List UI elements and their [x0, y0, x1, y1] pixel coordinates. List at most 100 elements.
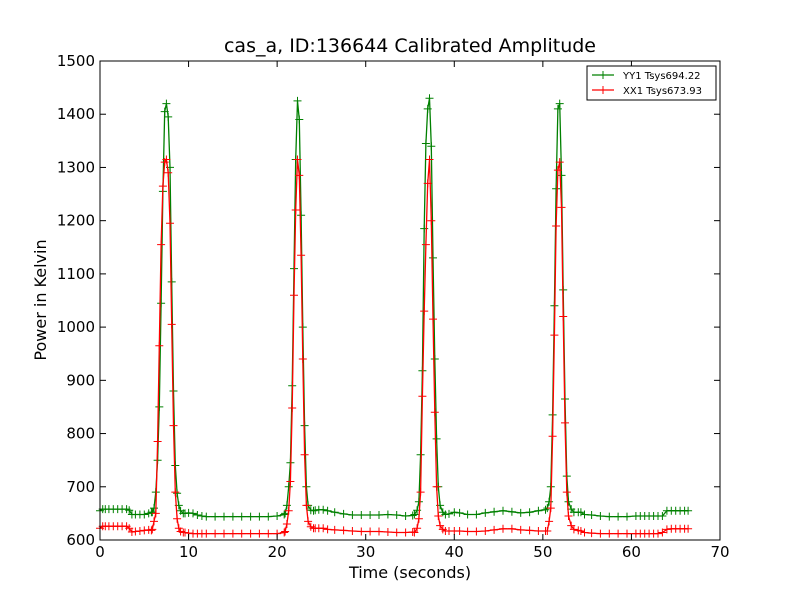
legend-box	[586, 65, 717, 101]
data-point-marker	[148, 508, 157, 517]
x-tick-label: 30	[356, 543, 375, 561]
data-point-marker	[173, 514, 182, 523]
x-tick-label: 60	[622, 543, 641, 561]
data-point-marker	[587, 529, 596, 538]
data-point-marker	[392, 528, 401, 537]
data-point-marker	[246, 512, 255, 521]
data-point-marker	[463, 527, 472, 536]
data-point-marker	[153, 437, 162, 446]
data-point-marker	[576, 527, 585, 535]
data-point-marker	[623, 529, 631, 538]
data-point-marker	[434, 512, 443, 520]
data-point-marker	[173, 489, 182, 498]
data-point-marker	[463, 510, 472, 519]
data-point-marker	[297, 251, 306, 260]
legend-marker	[599, 71, 607, 79]
data-point-marker	[255, 512, 264, 521]
data-point-marker	[472, 527, 481, 536]
data-point-marker	[545, 517, 554, 526]
legend: YY1 Tsys694.22 XX1 Tsys673.93	[586, 65, 717, 101]
data-point-marker	[171, 488, 180, 497]
data-point-marker	[298, 355, 307, 363]
data-point-marker	[553, 166, 562, 175]
data-point-marker	[147, 526, 156, 535]
x-tick-label: 70	[710, 543, 729, 561]
data-point-marker	[418, 392, 427, 401]
data-point-marker	[658, 528, 667, 537]
y-tick-label: 1100	[57, 265, 95, 283]
data-point-marker	[423, 104, 432, 113]
data-point-marker	[166, 219, 174, 228]
data-point-marker	[150, 517, 158, 526]
data-point-marker	[148, 525, 157, 534]
data-point-marker	[319, 505, 328, 514]
data-point-marker	[525, 526, 534, 535]
data-point-marker	[684, 524, 693, 533]
data-point-marker	[623, 512, 631, 521]
data-point-marker	[169, 421, 178, 430]
data-point-marker	[264, 529, 273, 538]
data-point-marker	[157, 299, 166, 308]
data-point-marker	[423, 179, 432, 188]
data-point-marker	[392, 511, 401, 519]
data-point-marker	[264, 512, 273, 521]
data-point-marker	[416, 450, 425, 459]
data-point-marker	[550, 331, 559, 340]
data-point-marker	[425, 94, 434, 103]
data-point-marker	[427, 216, 436, 225]
data-point-marker	[375, 511, 383, 519]
data-point-marker	[297, 211, 306, 220]
x-axis-label: Time (seconds)	[348, 563, 471, 582]
data-point-marker	[525, 508, 534, 517]
data-point-marker	[605, 512, 614, 521]
data-point-marker	[237, 512, 246, 521]
y-tick-label: 900	[66, 371, 95, 389]
data-point-marker	[421, 240, 430, 249]
data-point-marker	[429, 253, 437, 262]
data-point-marker	[562, 488, 571, 497]
data-point-marker	[516, 525, 525, 534]
data-point-marker	[557, 203, 566, 212]
data-point-marker	[507, 507, 516, 516]
x-tick-label: 40	[445, 543, 464, 561]
data-point-marker	[357, 511, 366, 519]
data-point-marker	[304, 517, 313, 526]
data-point-marker	[189, 509, 197, 518]
data-point-marker	[490, 525, 499, 534]
data-point-marker	[516, 508, 525, 517]
plot-area	[96, 94, 693, 538]
data-point-marker	[587, 511, 596, 519]
legend-item: YY1 Tsys694.22	[592, 71, 701, 82]
data-point-marker	[555, 158, 564, 167]
data-point-marker	[135, 527, 144, 535]
data-point-marker	[429, 315, 437, 324]
data-point-marker	[543, 527, 552, 535]
y-tick-label: 1300	[57, 158, 95, 176]
x-tick-label: 0	[95, 543, 105, 561]
data-point-marker	[167, 320, 176, 329]
data-point-marker	[246, 529, 255, 538]
data-point-marker	[383, 528, 392, 536]
data-point-marker	[499, 524, 507, 533]
data-point-marker	[164, 112, 173, 121]
data-point-marker	[211, 512, 220, 521]
data-point-marker	[150, 504, 158, 513]
data-point-marker	[323, 525, 332, 534]
data-point-marker	[339, 509, 348, 518]
data-point-marker	[658, 512, 667, 520]
data-point-marker	[564, 497, 573, 506]
data-point-marker	[348, 511, 357, 519]
data-point-marker	[472, 510, 481, 519]
data-point-marker	[284, 482, 293, 491]
data-point-marker	[416, 488, 425, 497]
data-point-marker	[383, 510, 392, 519]
data-point-marker	[507, 524, 516, 533]
data-point-marker	[548, 432, 557, 441]
data-point-marker	[273, 512, 282, 520]
y-tick-label: 1500	[57, 52, 95, 70]
data-point-marker	[421, 139, 430, 148]
data-point-marker	[286, 477, 295, 486]
data-point-marker	[202, 529, 211, 538]
data-point-marker	[481, 508, 490, 517]
data-point-marker	[427, 142, 436, 151]
